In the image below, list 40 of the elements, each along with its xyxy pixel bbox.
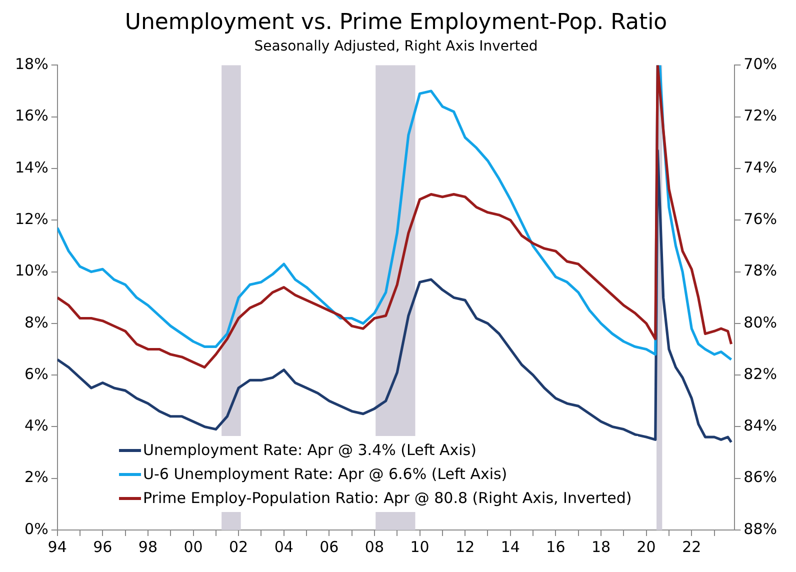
y2-tick-label: 70%	[744, 55, 778, 74]
y2-tick-label: 72%	[744, 106, 778, 125]
x-tick-label: 14	[500, 538, 520, 556]
y2-tick-label: 86%	[744, 468, 778, 486]
x-tick-label: 16	[546, 538, 566, 556]
x-tick-label: 12	[456, 538, 475, 556]
x-tick-label: 04	[274, 538, 294, 556]
y2-tick-label: 76%	[744, 210, 778, 228]
x-tick-label: 06	[320, 538, 339, 556]
x-tick-label: 22	[682, 538, 702, 556]
x-tick-label: 10	[410, 538, 430, 556]
legend-label: Unemployment Rate: Apr @ 3.4% (Left Axis)	[143, 441, 476, 459]
x-tick-label: 96	[93, 538, 112, 556]
x-tick-label: 18	[591, 538, 611, 556]
chart-subtitle: Seasonally Adjusted, Right Axis Inverted	[254, 38, 538, 54]
x-tick-label: 00	[184, 538, 203, 556]
chart-title: Unemployment vs. Prime Employment-Pop. Ratio	[124, 10, 668, 35]
y-tick-label: 16%	[14, 106, 48, 125]
x-tick-label: 20	[636, 538, 656, 556]
y2-tick-label: 84%	[744, 416, 778, 435]
y-tick-label: 6%	[24, 364, 48, 383]
y-tick-label: 18%	[14, 55, 48, 74]
y-tick-label: 4%	[24, 416, 48, 435]
y-tick-label: 8%	[24, 313, 48, 332]
y2-tick-label: 88%	[744, 520, 778, 538]
y2-tick-label: 78%	[744, 262, 778, 280]
legend-label: Prime Employ-Population Ratio: Apr @ 80.8 (Right Axis, Inverted)	[143, 489, 632, 507]
legend-label: U-6 Unemployment Rate: Apr @ 6.6% (Left Axis)	[143, 465, 508, 483]
x-tick-label: 94	[48, 538, 67, 556]
y-tick-label: 2%	[24, 468, 48, 486]
y2-tick-label: 74%	[744, 158, 778, 176]
y2-tick-label: 80%	[744, 313, 778, 332]
y-tick-label: 12%	[14, 210, 48, 228]
x-tick-label: 98	[138, 538, 158, 556]
x-tick-label: 02	[229, 538, 248, 556]
x-tick-label: 08	[364, 538, 384, 556]
y-tick-label: 14%	[14, 158, 48, 176]
y2-tick-label: 82%	[744, 364, 778, 383]
y-tick-label: 0%	[24, 520, 48, 538]
y-tick-label: 10%	[14, 262, 48, 280]
